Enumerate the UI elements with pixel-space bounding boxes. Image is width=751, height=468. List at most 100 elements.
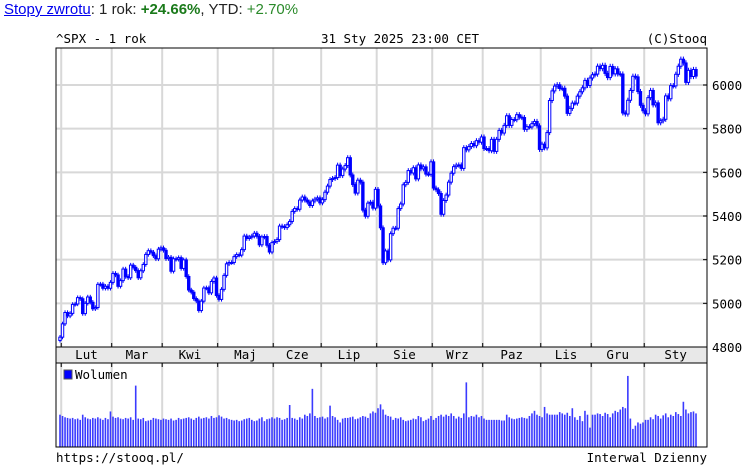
- volume-bar: [122, 419, 124, 447]
- volume-bar: [225, 417, 228, 447]
- volume-bar: [334, 417, 336, 447]
- volume-bar: [440, 414, 442, 447]
- candle: [328, 179, 332, 187]
- volume-bar: [293, 418, 296, 447]
- volume-bar: [329, 405, 331, 447]
- volume-bar: [657, 415, 659, 447]
- volume-bar: [357, 418, 359, 447]
- volume-bar: [137, 418, 140, 447]
- volume-bar: [387, 415, 389, 447]
- volume-bar: [518, 417, 521, 447]
- candle: [681, 58, 686, 64]
- volume-bar: [180, 419, 182, 447]
- y-tick-label: 5000: [712, 296, 742, 311]
- candle: [156, 248, 161, 260]
- returns-link[interactable]: Stopy zwrotu: [4, 1, 91, 18]
- volume-bar: [622, 406, 624, 447]
- volume-bar: [331, 415, 334, 447]
- volume-bar: [498, 419, 500, 447]
- volume-bar: [326, 417, 329, 447]
- volume-bar: [243, 419, 246, 447]
- volume-bar: [410, 419, 412, 447]
- candle: [151, 251, 156, 257]
- candle: [78, 297, 82, 300]
- volume-bar: [142, 417, 145, 447]
- volume-bar: [102, 419, 104, 447]
- volume-bar: [614, 410, 617, 447]
- volume-bar: [367, 417, 369, 447]
- volume-bar: [624, 408, 627, 447]
- volume-bar: [230, 419, 233, 447]
- volume-bar: [306, 415, 309, 447]
- volume-bar: [291, 417, 293, 447]
- candle: [393, 227, 398, 230]
- candle: [83, 302, 87, 315]
- candle: [391, 227, 395, 235]
- volume-bar: [233, 420, 235, 447]
- volume-bar: [228, 419, 230, 447]
- volume-bar: [187, 417, 190, 447]
- candle: [552, 85, 557, 92]
- volume-bar: [402, 419, 405, 447]
- footer-interval: Interwal Dzienny: [587, 450, 708, 465]
- volume-bar: [478, 417, 480, 447]
- volume-bar: [483, 418, 485, 447]
- candle: [399, 203, 403, 210]
- volume-bar: [215, 417, 218, 447]
- volume-bar: [425, 419, 427, 447]
- volume-bar: [437, 415, 440, 447]
- candle: [209, 281, 214, 294]
- volume-bar: [654, 414, 657, 447]
- returns-sep-2: , YTD:: [200, 1, 247, 18]
- candle: [545, 132, 549, 149]
- volume-bar: [119, 418, 122, 447]
- volume-bar: [561, 413, 564, 447]
- candle: [139, 270, 143, 279]
- volume-bar: [558, 412, 561, 447]
- candle: [388, 233, 393, 261]
- y-tick-label: 5800: [712, 122, 742, 137]
- candle: [348, 157, 352, 176]
- volume-bar: [150, 419, 152, 447]
- volume-bar: [642, 422, 644, 447]
- candle: [247, 236, 251, 239]
- volume-bar: [382, 409, 384, 447]
- volume-bar: [521, 417, 523, 447]
- candle: [452, 166, 456, 174]
- volume-bar: [690, 412, 692, 447]
- volume-bar: [548, 414, 551, 447]
- volume-bar: [132, 419, 134, 447]
- volume-bar: [422, 421, 425, 447]
- candle: [434, 187, 438, 191]
- candle: [222, 274, 226, 290]
- candle: [134, 266, 138, 272]
- candle: [444, 194, 448, 201]
- candle: [164, 249, 168, 260]
- volume-bar: [377, 408, 379, 447]
- volume-bar: [240, 420, 243, 447]
- volume-bar: [177, 417, 180, 447]
- volume-bar: [415, 419, 417, 447]
- candle: [242, 235, 246, 251]
- volume-bar: [220, 416, 223, 447]
- candle: [189, 289, 193, 293]
- candle: [63, 312, 67, 325]
- volume-bar: [74, 419, 76, 447]
- volume-bar: [563, 414, 566, 447]
- month-label: Paz: [500, 347, 523, 362]
- volume-bar: [480, 415, 483, 447]
- volume-bar: [450, 413, 452, 447]
- volume-bar: [632, 428, 634, 447]
- volume-bar: [253, 421, 256, 447]
- candle: [537, 125, 542, 150]
- volume-bar: [682, 401, 685, 447]
- candle: [547, 100, 552, 134]
- volume-bar: [687, 413, 690, 447]
- candle: [194, 298, 198, 302]
- volume-bar: [354, 419, 357, 447]
- candle: [431, 161, 436, 189]
- candle: [396, 208, 400, 229]
- volume-bar: [261, 417, 263, 447]
- candle: [474, 140, 479, 147]
- candle: [265, 236, 269, 246]
